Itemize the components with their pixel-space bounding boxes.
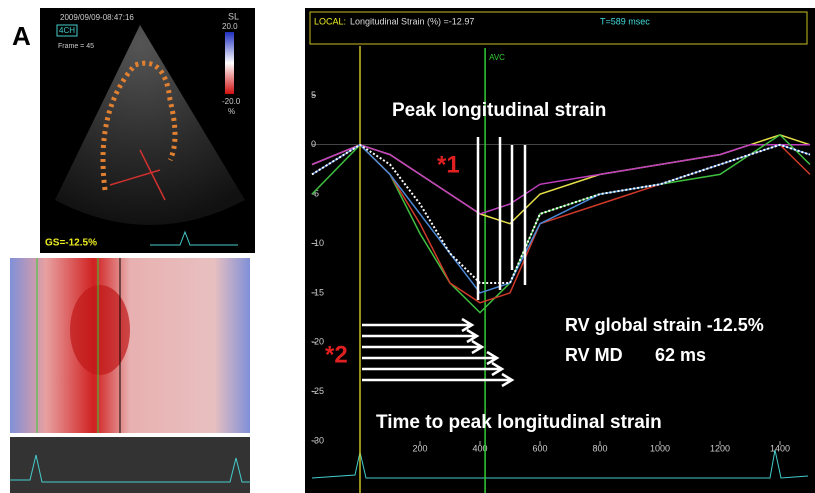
star1: *1	[437, 151, 460, 178]
x-tick-label: 1000	[650, 443, 670, 453]
star2: *2	[325, 341, 348, 368]
y-tick-label: 0	[311, 139, 316, 149]
md-label: RV MD	[565, 345, 623, 365]
scale-unit: %	[228, 107, 235, 116]
x-tick-label: 1200	[710, 443, 730, 453]
view: 4CH	[59, 26, 75, 35]
color-scale	[225, 32, 234, 94]
time-to-peak: Time to peak longitudinal strain	[376, 412, 662, 433]
strain-map	[10, 258, 250, 433]
peak-title: Peak longitudinal strain	[392, 100, 606, 121]
global-strain: RV global strain -12.5%	[565, 315, 764, 335]
header-strain: Longitudinal Strain (%) =-12.97	[350, 16, 474, 26]
scale-min: -20.0	[222, 97, 241, 106]
x-tick-label: 600	[532, 443, 547, 453]
scale-title: SL	[228, 11, 239, 21]
y-tick-label: -10	[311, 238, 324, 248]
timestamp: 2009/09/09-08:47:16	[60, 13, 134, 22]
header-time: T=589 msec	[600, 16, 650, 26]
frame: Frame = 45	[58, 43, 94, 50]
header-local: LOCAL:	[314, 16, 346, 26]
y-tick-label: -30	[311, 435, 324, 445]
scale-max: 20.0	[222, 22, 238, 31]
gs: GS=-12.5%	[45, 238, 97, 249]
y-tick-label: -20	[311, 337, 324, 347]
y-tick-label: -25	[311, 386, 324, 396]
md-value: 62 ms	[655, 345, 706, 365]
map-blob	[70, 285, 130, 375]
x-tick-label: 200	[412, 443, 427, 453]
avc-label: AVC	[489, 53, 505, 62]
y-tick-label: 5	[311, 90, 316, 100]
figure: A 2009/09/09-08:47:16 4CH Frame = 45 SL …	[0, 0, 815, 493]
m-mode	[10, 437, 250, 493]
x-tick-label: 800	[592, 443, 607, 453]
panel-label: A	[12, 21, 31, 51]
x-tick-label: 1400	[770, 443, 790, 453]
y-tick-label: -15	[311, 287, 324, 297]
